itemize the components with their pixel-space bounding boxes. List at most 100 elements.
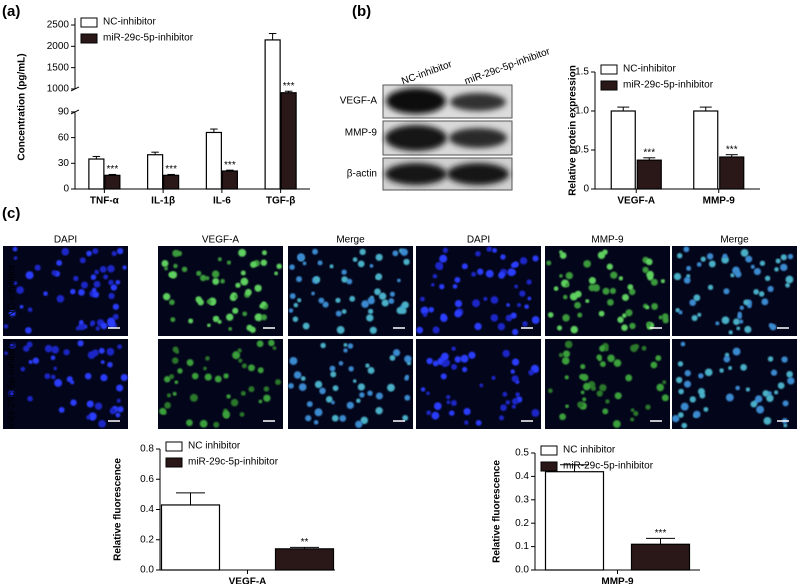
cell <box>319 387 326 395</box>
blot-band <box>386 88 446 114</box>
legend-swatch <box>80 17 98 28</box>
cell <box>357 383 365 391</box>
cell <box>335 310 342 317</box>
cell <box>689 396 696 403</box>
cell <box>723 355 731 363</box>
cell <box>512 261 519 268</box>
cell <box>442 247 449 253</box>
blot-row-label: β-actin <box>347 169 377 180</box>
cell <box>739 319 744 324</box>
cell <box>197 299 204 306</box>
cell <box>452 284 458 289</box>
cell <box>230 398 239 407</box>
cell <box>27 307 33 313</box>
cell <box>164 266 168 271</box>
cell <box>292 316 299 322</box>
cell <box>117 344 122 350</box>
cell <box>117 406 124 413</box>
cell <box>693 294 701 302</box>
cell <box>753 267 761 276</box>
cell <box>441 352 449 361</box>
cell <box>548 388 553 394</box>
cell <box>599 345 606 352</box>
cell <box>614 392 622 400</box>
cell <box>684 370 691 377</box>
cell <box>500 254 506 260</box>
cell <box>369 326 377 334</box>
cell <box>25 271 34 280</box>
cell <box>732 266 740 275</box>
cell <box>367 308 374 314</box>
cell <box>261 301 267 307</box>
cell <box>375 392 383 400</box>
cell <box>522 321 528 327</box>
cell <box>90 322 95 327</box>
cell <box>171 357 179 364</box>
cell <box>629 322 636 330</box>
cell <box>250 261 257 268</box>
cell <box>207 323 211 328</box>
cell <box>579 373 585 380</box>
blot-band <box>447 163 509 185</box>
cell <box>248 364 255 372</box>
cell <box>607 354 615 363</box>
cell <box>745 255 753 263</box>
cell <box>450 400 457 407</box>
cell <box>297 253 305 261</box>
cell <box>570 325 578 334</box>
cell <box>630 417 635 422</box>
cell <box>352 257 358 262</box>
cell <box>234 294 238 299</box>
cell <box>312 248 318 255</box>
cell <box>94 269 99 275</box>
cell <box>404 355 412 363</box>
cell <box>728 330 733 335</box>
y-tick-label: 1000 <box>47 84 70 95</box>
cell <box>449 410 455 416</box>
cell <box>655 355 662 362</box>
cell <box>479 383 484 388</box>
bar <box>274 548 335 571</box>
micrograph <box>3 246 128 336</box>
cell <box>420 296 425 302</box>
cell <box>73 275 79 282</box>
cell <box>730 273 735 278</box>
cell <box>739 305 744 310</box>
cell <box>25 327 32 334</box>
cell <box>237 348 242 353</box>
cell <box>492 248 498 253</box>
micrograph <box>158 339 283 429</box>
cell <box>454 356 462 363</box>
cell <box>505 400 511 405</box>
cell <box>289 293 296 299</box>
cell <box>162 293 171 301</box>
x-tick-label: IL-6 <box>213 196 231 207</box>
cell <box>289 264 295 270</box>
cell <box>605 399 610 404</box>
cell <box>505 314 513 322</box>
cell <box>775 258 781 264</box>
blot-row-label: MMP-9 <box>345 128 378 139</box>
cell <box>428 307 434 313</box>
cell <box>698 373 704 379</box>
cell <box>51 270 58 276</box>
cell <box>743 299 750 306</box>
cell <box>432 326 440 334</box>
cell <box>502 349 510 358</box>
cell <box>633 343 639 349</box>
cell <box>753 289 759 295</box>
cell <box>686 265 692 271</box>
panel-label: (c) <box>2 205 20 222</box>
cell <box>20 366 26 372</box>
cell <box>116 247 124 255</box>
y-tick-label: 1.5 <box>575 67 589 78</box>
cell <box>366 314 374 322</box>
significance-label: *** <box>107 164 119 175</box>
cell <box>430 282 435 287</box>
cell <box>322 301 329 308</box>
cell <box>56 294 65 303</box>
cell <box>422 312 428 318</box>
cell <box>526 279 532 285</box>
cell <box>420 306 429 315</box>
